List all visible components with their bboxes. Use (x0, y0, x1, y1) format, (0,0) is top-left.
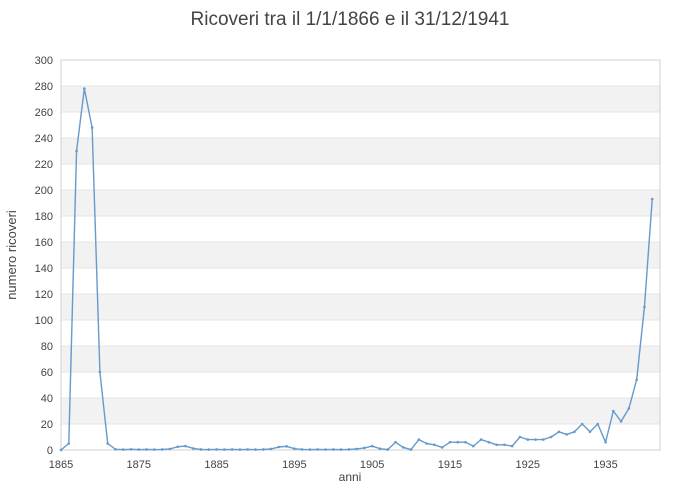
svg-text:80: 80 (41, 341, 53, 353)
svg-text:20: 20 (41, 419, 53, 431)
svg-text:numero ricoveri: numero ricoveri (4, 210, 19, 300)
svg-text:240: 240 (35, 133, 53, 145)
svg-text:1865: 1865 (49, 459, 73, 471)
svg-text:140: 140 (35, 263, 53, 275)
svg-text:120: 120 (35, 289, 53, 301)
svg-text:1915: 1915 (438, 459, 462, 471)
svg-text:180: 180 (35, 211, 53, 223)
svg-text:1895: 1895 (282, 459, 306, 471)
svg-text:300: 300 (35, 55, 53, 67)
svg-text:260: 260 (35, 107, 53, 119)
svg-text:1925: 1925 (516, 459, 540, 471)
svg-text:280: 280 (35, 81, 53, 93)
svg-text:200: 200 (35, 185, 53, 197)
svg-text:1935: 1935 (593, 459, 617, 471)
svg-text:60: 60 (41, 367, 53, 379)
svg-text:0: 0 (47, 445, 53, 457)
svg-text:100: 100 (35, 315, 53, 327)
svg-text:1905: 1905 (360, 459, 384, 471)
svg-text:220: 220 (35, 159, 53, 171)
svg-text:1885: 1885 (204, 459, 228, 471)
svg-text:160: 160 (35, 237, 53, 249)
svg-text:1875: 1875 (127, 459, 151, 471)
svg-text:40: 40 (41, 393, 53, 405)
